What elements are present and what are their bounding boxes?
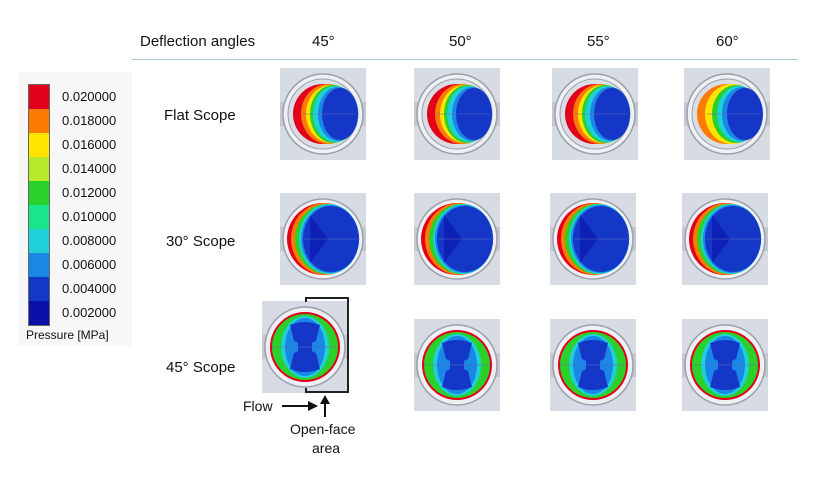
row-label-flat-scope: Flat Scope bbox=[164, 107, 236, 124]
colorbar-swatch bbox=[29, 157, 49, 181]
flow-arrow-icon bbox=[282, 401, 318, 411]
legend-tick: 0.020000 bbox=[62, 89, 117, 104]
legend-tick: 0.008000 bbox=[62, 233, 117, 248]
contour-flat-45 bbox=[280, 68, 366, 160]
angle-60-header: 60° bbox=[716, 33, 739, 50]
colorbar-swatch bbox=[29, 277, 49, 301]
open-face-arrow-icon bbox=[320, 395, 330, 417]
colorbar-swatch bbox=[29, 181, 49, 205]
legend-tick: 0.012000 bbox=[62, 185, 117, 200]
legend-tick: 0.018000 bbox=[62, 113, 117, 128]
contour-30-50 bbox=[414, 193, 500, 285]
row-label-45-scope: 45° Scope bbox=[166, 359, 236, 376]
legend-tick: 0.004000 bbox=[62, 281, 117, 296]
open-face-label: Open-face bbox=[290, 421, 356, 437]
open-face-bracket bbox=[305, 297, 349, 393]
flow-label: Flow bbox=[243, 398, 273, 414]
colorbar-swatch bbox=[29, 109, 49, 133]
contour-30-45 bbox=[280, 193, 366, 285]
legend-tick: 0.002000 bbox=[62, 305, 117, 320]
colorbar-swatch bbox=[29, 301, 49, 325]
legend-title: Pressure [MPa] bbox=[26, 328, 109, 342]
colorbar-swatch bbox=[29, 253, 49, 277]
colorbar-swatch bbox=[29, 85, 49, 109]
legend-tick: 0.006000 bbox=[62, 257, 117, 272]
contour-45-50 bbox=[414, 319, 500, 411]
row-label-30-scope: 30° Scope bbox=[166, 233, 236, 250]
pressure-legend: 0.020000 0.018000 0.016000 0.014000 0.01… bbox=[18, 72, 132, 346]
contour-30-55 bbox=[550, 193, 636, 285]
deflection-angles-label: Deflection angles bbox=[140, 33, 256, 50]
colorbar-swatch bbox=[29, 229, 49, 253]
angle-50-header: 50° bbox=[449, 33, 472, 50]
angle-55-header: 55° bbox=[587, 33, 610, 50]
contour-45-55 bbox=[550, 319, 636, 411]
contour-flat-50 bbox=[414, 68, 500, 160]
contour-45-60 bbox=[682, 319, 768, 411]
colorbar bbox=[28, 84, 50, 326]
legend-tick: 0.010000 bbox=[62, 209, 117, 224]
contour-flat-60 bbox=[684, 68, 770, 160]
open-face-label-2: area bbox=[312, 440, 341, 456]
contour-30-60 bbox=[682, 193, 768, 285]
colorbar-swatch bbox=[29, 133, 49, 157]
legend-tick: 0.016000 bbox=[62, 137, 117, 152]
header-divider bbox=[132, 59, 798, 60]
contour-flat-55 bbox=[552, 68, 638, 160]
colorbar-swatch bbox=[29, 205, 49, 229]
angle-45-header: 45° bbox=[312, 33, 335, 50]
legend-tick: 0.014000 bbox=[62, 161, 117, 176]
